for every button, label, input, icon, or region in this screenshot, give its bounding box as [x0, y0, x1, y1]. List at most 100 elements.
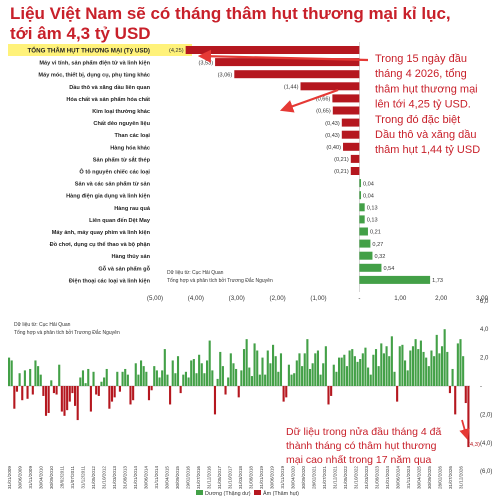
- monthly-bar: [338, 357, 341, 386]
- category-bar: [332, 106, 360, 115]
- monthly-bar: [87, 368, 90, 386]
- category-label: Đồ chơi, dụng cụ thể thao và bộ phận: [50, 241, 151, 248]
- monthly-bar: [322, 363, 325, 386]
- monthly-bar: [464, 386, 467, 404]
- category-bar: [359, 239, 371, 248]
- monthly-bar: [404, 360, 407, 386]
- category-bar: [359, 179, 362, 188]
- x-tick-label: 31/07/2026: [448, 466, 453, 489]
- x-tick-label: 31/03/2023: [364, 466, 369, 489]
- y-tick-label: 6,0: [480, 299, 489, 305]
- monthly-bar: [124, 368, 127, 386]
- monthly-bar: [266, 350, 269, 386]
- monthly-bar: [301, 366, 304, 386]
- monthly-bar: [308, 368, 312, 386]
- annotation-text-line: Trong đó đặc biệt: [375, 114, 460, 126]
- monthly-bar: [155, 370, 158, 386]
- x-tick-label: 31/12/2011: [81, 466, 86, 489]
- monthly-bar: [298, 353, 301, 386]
- monthly-bar: [293, 373, 296, 386]
- monthly-bar: [21, 386, 24, 401]
- bar-value-label: (0,43): [325, 121, 340, 127]
- monthly-bar: [118, 386, 121, 392]
- category-bar: [359, 215, 365, 224]
- arrow-to-oil: [279, 88, 339, 113]
- monthly-bar: [433, 356, 436, 386]
- monthly-bar: [425, 357, 428, 386]
- monthly-bar: [353, 356, 356, 386]
- category-label: Hàng hóa khác: [110, 145, 150, 151]
- monthly-bar: [327, 386, 330, 405]
- monthly-bar: [211, 370, 214, 386]
- monthly-bar: [55, 386, 58, 395]
- x-tick-label: 30/09/2020: [301, 466, 306, 489]
- monthly-bar: [132, 386, 135, 401]
- x-tick-label: 31/03/2018: [238, 466, 243, 489]
- x-tick-label: 31/07/2021: [322, 466, 327, 489]
- monthly-bar: [224, 386, 227, 395]
- monthly-bar: [316, 350, 319, 386]
- category-label: Dầu thô và xăng dầu liên quan: [69, 85, 150, 91]
- y-tick-label: 2,0: [480, 356, 489, 362]
- category-bar: [359, 275, 431, 284]
- annotation-text-line: Dầu thô và xăng dầu: [375, 129, 477, 141]
- x-tick-label: 1,00: [394, 295, 407, 302]
- monthly-bar: [462, 356, 465, 386]
- monthly-bar: [179, 386, 182, 394]
- monthly-bar: [26, 386, 29, 399]
- x-tick-label: 31/01/2009: [7, 466, 12, 489]
- bar-value-label: (3,53): [198, 60, 213, 66]
- monthly-bar: [382, 353, 385, 386]
- bar-value-label: 0,04: [363, 181, 374, 187]
- category-bar: [341, 130, 360, 139]
- x-tick-label: 30/06/2009: [18, 466, 23, 489]
- monthly-bar: [76, 386, 79, 421]
- chart-title-line-1: Liệu Việt Nam sẽ có tháng thâm hụt thươn…: [10, 4, 451, 23]
- monthly-bar: [435, 334, 438, 386]
- monthly-bar: [227, 377, 230, 386]
- monthly-bar: [380, 343, 383, 386]
- bar-value-label: (0,66): [316, 97, 331, 103]
- monthly-bar: [81, 370, 85, 386]
- monthly-bar: [142, 366, 145, 386]
- annotation-text-line: mại cao nhất trong 17 năm qua: [286, 454, 432, 466]
- y-tick-label: (2,0): [480, 412, 492, 418]
- x-tick-label: 31/10/2022: [354, 466, 359, 489]
- monthly-bar: [174, 373, 177, 386]
- monthly-bar: [456, 343, 459, 386]
- category-bar: [350, 167, 360, 175]
- monthly-bar: [187, 377, 190, 386]
- x-tick-label: (3,00): [229, 295, 245, 302]
- monthly-bar: [23, 370, 26, 386]
- x-tick-label: 31/12/2016: [207, 466, 212, 489]
- monthly-bar: [351, 349, 354, 386]
- monthly-bar: [8, 357, 11, 386]
- legend-swatch-positive: [196, 490, 203, 495]
- bar-value-label: (0,21): [334, 169, 349, 175]
- monthly-bar: [440, 346, 444, 386]
- x-tick-label: 31/11/2014: [154, 466, 159, 489]
- chart-title: Liệu Việt Nam sẽ có tháng thâm hụt thươn…: [10, 4, 480, 44]
- x-tick-label: 29/02/2016: [186, 466, 191, 489]
- monthly-bar: [335, 371, 338, 386]
- category-bar: [359, 191, 362, 200]
- monthly-bar: [42, 386, 45, 396]
- monthly-bar: [356, 361, 359, 386]
- monthly-bar: [242, 349, 246, 386]
- monthly-bar: [39, 374, 42, 386]
- monthly-bar: [438, 353, 441, 386]
- source-line-2: Tổng hợp và phân tích bởi Trương Đắc Ngu…: [14, 329, 120, 336]
- monthly-bar: [279, 353, 283, 386]
- monthly-bar: [393, 371, 396, 386]
- x-tick-label: 31/12/2026: [459, 466, 464, 489]
- monthly-bar: [29, 368, 32, 386]
- legend-swatch-negative: [254, 490, 261, 495]
- y-tick-label: 4,0: [480, 327, 489, 333]
- chart-title-line-2: tới âm 4,3 tỷ USD: [10, 24, 151, 43]
- highlight-total-row: [8, 44, 192, 56]
- category-bar: [350, 154, 360, 163]
- monthly-bar: [248, 367, 251, 386]
- bar-value-label: (4,25): [169, 48, 184, 54]
- category-label: Hàng điện gia dụng và linh kiện: [66, 194, 150, 200]
- category-bar: [215, 58, 360, 67]
